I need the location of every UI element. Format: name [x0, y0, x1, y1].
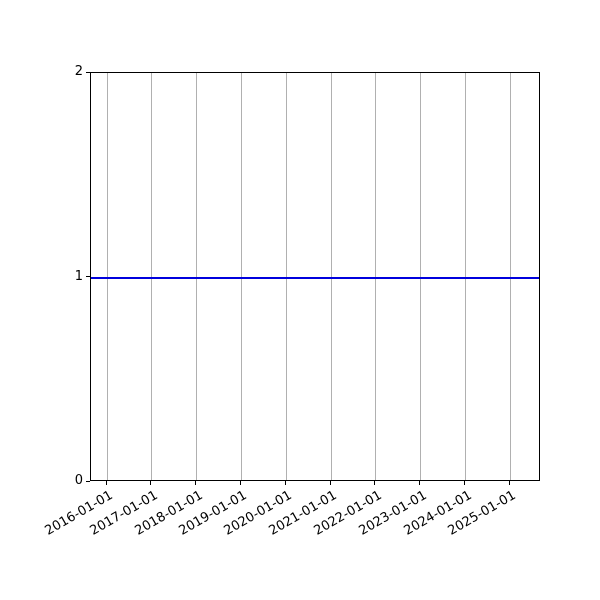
y-tick-mark	[86, 480, 90, 482]
x-tick-mark	[150, 481, 152, 485]
x-tick-mark	[329, 481, 331, 485]
x-tick-mark	[374, 481, 376, 485]
x-tick-mark	[419, 481, 421, 485]
data-line-series	[91, 276, 539, 279]
x-tick-mark	[508, 481, 510, 485]
x-tick-mark	[464, 481, 466, 485]
y-tick-label: 0	[74, 473, 83, 488]
y-tick-label: 2	[74, 64, 83, 79]
x-tick-mark	[105, 481, 107, 485]
y-tick-mark	[86, 276, 90, 277]
y-tick-mark	[86, 71, 90, 73]
y-tick-label: 1	[74, 268, 83, 284]
x-tick-mark	[195, 481, 197, 485]
plot-area	[90, 72, 540, 481]
x-tick-mark	[284, 481, 286, 485]
x-tick-mark	[239, 481, 241, 485]
